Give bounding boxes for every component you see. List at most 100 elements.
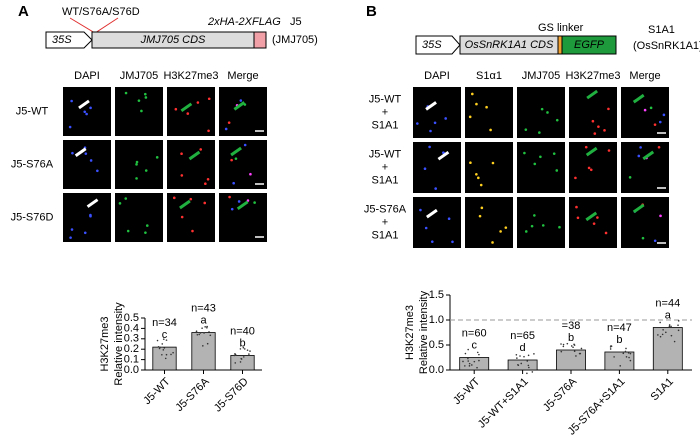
nucleus — [546, 111, 549, 114]
micrograph — [621, 87, 669, 138]
data-point — [249, 350, 251, 352]
y-tick-label: 0.0 — [124, 364, 139, 376]
nucleus — [469, 161, 472, 165]
data-point — [625, 356, 628, 358]
bar — [556, 349, 586, 371]
data-point — [478, 353, 480, 356]
nucleus — [538, 131, 541, 134]
nucleus — [433, 121, 437, 125]
annotation-letter: b — [239, 337, 245, 349]
data-point — [609, 346, 612, 348]
data-point — [573, 344, 576, 346]
data-point — [162, 349, 165, 351]
micrograph — [167, 140, 215, 189]
nucleus — [491, 241, 494, 244]
tag-box — [561, 35, 617, 55]
data-point — [613, 356, 615, 358]
data-point — [163, 347, 166, 349]
nucleus — [239, 99, 243, 102]
bar — [507, 359, 538, 371]
data-point — [464, 352, 467, 355]
nucleus — [662, 113, 666, 117]
arrow — [632, 203, 645, 214]
nucleus — [89, 159, 93, 162]
nucleus — [641, 236, 645, 240]
data-point — [162, 338, 165, 340]
data-point — [625, 347, 627, 350]
data-point — [519, 355, 521, 357]
row-label: + — [382, 161, 388, 173]
column-header: Merge — [227, 70, 258, 82]
nucleus — [485, 105, 488, 109]
nucleus — [144, 96, 148, 99]
annotation-letter: a — [665, 309, 672, 321]
nucleus — [144, 231, 147, 234]
nucleus — [423, 167, 427, 170]
row-label: J5-S76A — [11, 158, 54, 170]
nucleus — [118, 202, 122, 205]
data-point — [627, 352, 630, 354]
micrograph — [167, 87, 215, 136]
data-point — [527, 364, 530, 367]
nucleus — [204, 182, 207, 186]
nucleus — [653, 123, 657, 126]
tag-label: EGFP — [574, 39, 605, 51]
y-tick-label: 0.5 — [124, 312, 139, 324]
nucleus — [649, 106, 653, 110]
data-point — [619, 365, 622, 367]
annotation-letter: b — [616, 334, 622, 346]
nucleus — [639, 146, 642, 149]
data-point — [208, 331, 210, 333]
arrow — [586, 89, 599, 100]
micrograph — [465, 87, 513, 138]
nucleus — [237, 200, 241, 203]
nucleus — [477, 176, 480, 180]
data-point — [240, 357, 243, 360]
nucleus — [475, 172, 478, 176]
nucleus — [524, 128, 528, 131]
column-header: JMJ705 — [522, 70, 561, 82]
nucleus — [524, 230, 528, 233]
data-point — [517, 364, 520, 367]
data-point — [467, 348, 469, 351]
micrograph — [465, 197, 513, 248]
nucleus — [429, 129, 432, 133]
nucleus — [180, 152, 183, 156]
nucleus — [207, 129, 210, 133]
data-point — [662, 328, 664, 331]
panel-letter: B — [366, 3, 377, 20]
nucleus — [653, 239, 657, 243]
data-point — [560, 350, 563, 353]
data-point — [246, 349, 249, 351]
micrograph — [413, 142, 461, 193]
micrograph — [621, 142, 669, 193]
construct-full-name: (OsSnRK1A1) — [633, 40, 700, 52]
y-tick-label: 0.4 — [124, 322, 139, 334]
micrograph — [63, 193, 111, 242]
nucleus — [576, 216, 580, 220]
nucleus — [480, 206, 484, 210]
nucleus — [499, 230, 502, 233]
nucleus — [227, 121, 231, 124]
construct-name: J5 — [290, 16, 302, 28]
micrograph — [63, 140, 111, 189]
nucleus — [70, 99, 73, 103]
arrow — [179, 199, 191, 210]
column-header: H3K27me3 — [163, 70, 218, 82]
nucleus — [596, 216, 599, 219]
arrow — [78, 99, 90, 110]
data-point — [234, 362, 237, 364]
data-point — [157, 346, 160, 348]
micrograph — [115, 87, 163, 136]
row-label: J5-S76D — [11, 211, 54, 223]
arrow — [236, 200, 249, 211]
column-header: H3K27me3 — [565, 70, 620, 82]
arrow — [585, 146, 598, 157]
nucleus — [451, 240, 454, 244]
data-point — [164, 357, 167, 360]
bar — [152, 346, 177, 371]
nucleus — [471, 92, 474, 96]
nucleus — [246, 199, 250, 202]
nucleus — [70, 228, 74, 231]
nucleus — [479, 183, 483, 187]
